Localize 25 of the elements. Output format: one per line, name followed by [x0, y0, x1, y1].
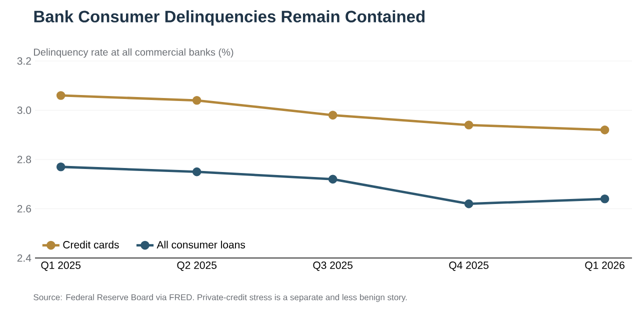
point [328, 174, 338, 184]
point [192, 167, 202, 176]
x-tick-label: Q1 2025 [41, 262, 81, 271]
y-tick-label: 2.6 [17, 205, 32, 212]
point [464, 199, 474, 208]
point [600, 126, 610, 134]
source-note: Source: Federal Reserve Board via FRED. Private-credit stress is a separate and less benign story. [34, 294, 407, 302]
point [56, 91, 66, 100]
y-tick-label: 2.8 [17, 156, 32, 164]
x-tick-label: Q1 2026 [585, 262, 624, 271]
chart-subtitle: Delinquency rate at all commercial banks (%) [34, 48, 234, 58]
x-tick-label: Q3 2025 [313, 262, 353, 271]
legend-label: Credit cards [63, 240, 119, 248]
y-tick-label: 2.4 [17, 254, 32, 262]
point [328, 110, 338, 120]
x-tick-label: Q4 2025 [449, 262, 488, 271]
y-tick-label: 3.0 [17, 106, 32, 114]
point [192, 96, 202, 105]
y-tick-label: 3.2 [17, 57, 31, 65]
point [464, 120, 474, 130]
point [56, 162, 66, 172]
point [600, 194, 610, 204]
legend-label: All consumer loans [156, 240, 246, 248]
chart-title: Bank Consumer Delinquencies Remain Contained [34, 10, 424, 26]
x-tick-label: Q2 2025 [177, 262, 217, 271]
